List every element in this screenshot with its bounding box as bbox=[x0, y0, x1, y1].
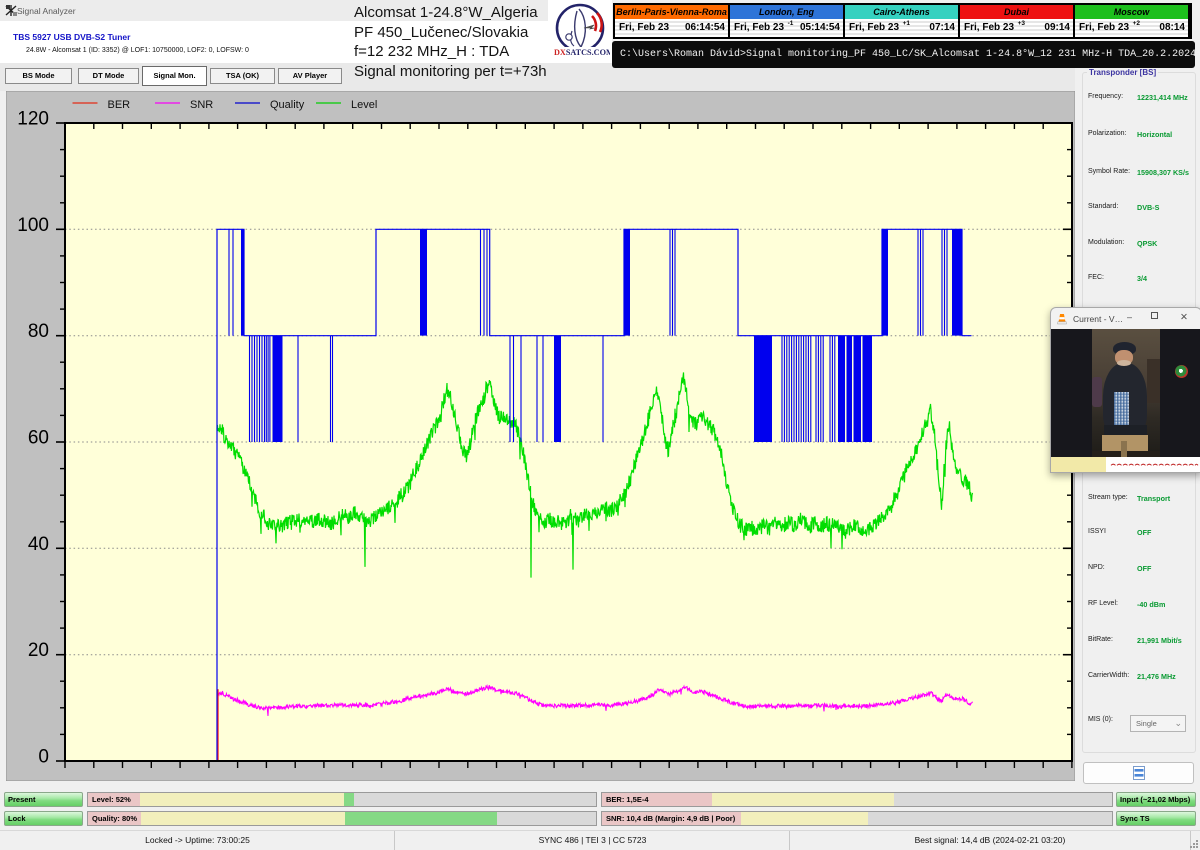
svg-text:BER: BER bbox=[108, 99, 131, 111]
svg-text:80: 80 bbox=[28, 321, 49, 342]
svg-text:DXSATCS.COM: DXSATCS.COM bbox=[554, 48, 610, 57]
svg-text:Quality: Quality bbox=[270, 99, 305, 111]
svg-text:20: 20 bbox=[28, 640, 49, 661]
svg-text:Level: Level bbox=[351, 99, 377, 111]
svg-text:100: 100 bbox=[17, 215, 49, 236]
svg-text:0: 0 bbox=[38, 747, 49, 768]
svg-text:120: 120 bbox=[17, 109, 49, 130]
svg-text:60: 60 bbox=[28, 428, 49, 449]
svg-text:40: 40 bbox=[28, 534, 49, 555]
svg-text:SNR: SNR bbox=[190, 99, 213, 111]
